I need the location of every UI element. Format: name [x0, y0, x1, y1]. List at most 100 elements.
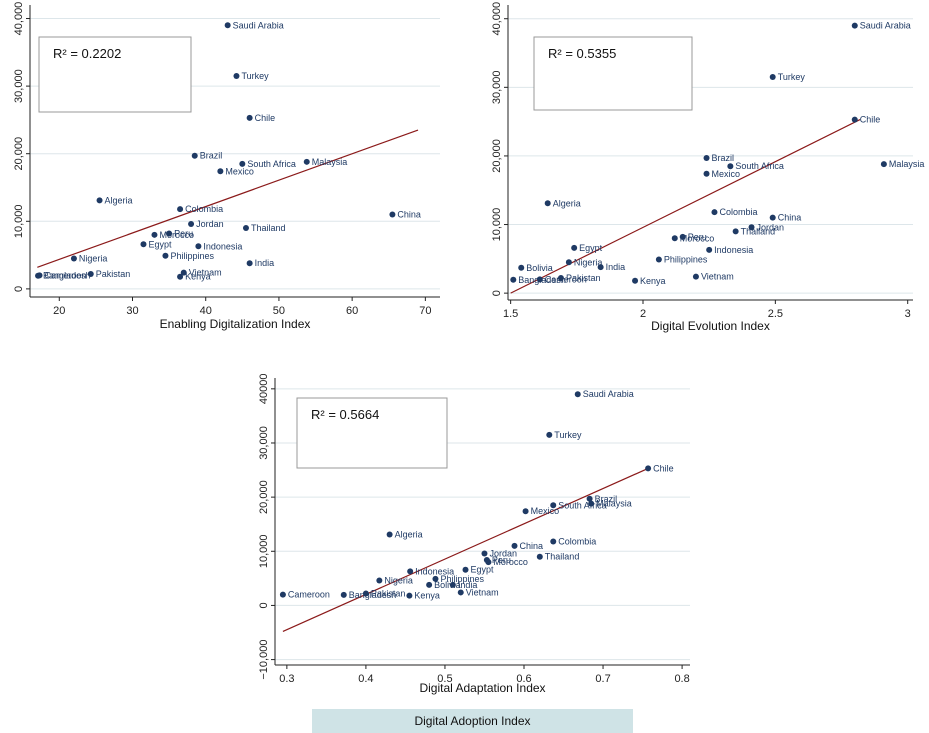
data-label: Bangladesh	[43, 271, 91, 281]
y-tick-label: 20,000	[491, 139, 503, 173]
data-label: Pakistan	[96, 269, 131, 279]
data-point	[645, 465, 652, 472]
data-label: Colombia	[558, 537, 596, 547]
data-label: China	[778, 213, 802, 223]
data-label: Pakistan	[371, 589, 406, 599]
data-label: Vietnam	[189, 268, 222, 278]
y-tick-label: 20,000	[258, 480, 270, 514]
data-label: Indonesia	[415, 566, 454, 576]
data-point	[96, 197, 103, 204]
data-label: Egypt	[471, 565, 495, 575]
data-point	[457, 589, 464, 596]
x-tick-label: 70	[419, 305, 431, 317]
data-point	[246, 114, 253, 121]
x-tick-label: 1.5	[503, 308, 518, 320]
data-point	[632, 277, 639, 284]
data-label: Algeria	[553, 198, 581, 208]
data-label: India	[458, 580, 478, 590]
data-label: Jordan	[196, 219, 224, 229]
data-point	[748, 224, 755, 231]
data-point	[362, 590, 369, 597]
data-label: South Africa	[558, 500, 607, 510]
data-point	[597, 264, 604, 271]
data-point	[481, 550, 488, 557]
data-label: Mexico	[225, 166, 254, 176]
data-point	[727, 163, 734, 170]
data-label: Peru	[688, 232, 707, 242]
data-label: Cameroon	[545, 274, 587, 284]
r2-box	[533, 36, 693, 111]
x-tick-label: 0.3	[279, 673, 294, 685]
data-label: India	[255, 258, 275, 268]
r2-label: R² = 0.2202	[53, 46, 121, 61]
data-label: Algeria	[105, 195, 133, 205]
data-label: Chile	[653, 463, 674, 473]
data-label: Nigeria	[79, 253, 108, 263]
data-label: Bangladesh	[518, 275, 566, 285]
data-label: Chile	[860, 115, 881, 125]
data-point	[340, 591, 347, 598]
y-tick-label: 30,000	[491, 70, 503, 104]
data-label: Kenya	[185, 272, 211, 282]
data-label: China	[520, 541, 544, 551]
data-label: Jordan	[489, 548, 517, 558]
data-label: India	[606, 262, 626, 272]
data-label: Malaysia	[889, 159, 925, 169]
data-label: Indonesia	[203, 241, 242, 251]
y-tick-label: 10,000	[258, 534, 270, 568]
data-point	[522, 508, 529, 515]
data-label: Brazil	[200, 151, 223, 161]
data-point	[166, 230, 173, 237]
data-label: Morocco	[680, 233, 715, 243]
data-point	[217, 168, 224, 175]
data-label: Philippines	[664, 255, 708, 265]
y-tick-label: −10,000	[258, 640, 270, 680]
y-tick-label: 10,000	[491, 208, 503, 242]
data-point	[679, 233, 686, 240]
r2-box	[296, 397, 448, 469]
data-label: Saudi Arabia	[860, 21, 911, 31]
data-point	[485, 559, 492, 566]
data-point	[769, 74, 776, 81]
data-label: Nigeria	[574, 257, 603, 267]
data-point	[177, 206, 184, 213]
data-point	[851, 116, 858, 123]
data-point	[550, 538, 557, 545]
data-label: Cameroon	[288, 590, 330, 600]
x-tick-label: 60	[346, 305, 358, 317]
data-point	[557, 275, 564, 282]
data-label: Thailand	[251, 223, 286, 233]
data-point	[303, 158, 310, 165]
data-point	[550, 502, 557, 509]
data-point	[706, 246, 713, 253]
fit-line	[282, 467, 649, 632]
data-point	[692, 273, 699, 280]
data-point	[195, 243, 202, 250]
data-point	[239, 160, 246, 167]
data-point	[655, 256, 662, 263]
data-point	[462, 566, 469, 573]
x-tick-label: 0.4	[358, 673, 373, 685]
chart-panel-3: −10,000 0 10,000 20,000 30,000 40000 0.3 0.4 0.5…	[258, 374, 690, 695]
data-label: Thailand	[545, 552, 580, 562]
data-point	[703, 154, 710, 161]
data-point	[574, 391, 581, 398]
y-tick-label: 0	[13, 286, 25, 292]
data-label: Egypt	[148, 239, 172, 249]
data-point	[70, 255, 77, 262]
data-point	[87, 271, 94, 278]
chart-panel-2: 0 10,000 20,000 30,000 40,000 1.5 2 2.5 3 Digital…	[491, 2, 924, 333]
y-tick-label: 10,000	[13, 204, 25, 238]
data-point	[565, 259, 572, 266]
chart-panel-1: 0 10,000 20,000 30,000 40,000 20 30 40 50 60 70 Ena…	[13, 2, 440, 331]
data-label: Saudi Arabia	[583, 389, 634, 399]
data-label: Morocco	[159, 230, 194, 240]
caption-text: Digital Adoption Index	[414, 714, 531, 728]
data-label: Nigeria	[384, 576, 413, 586]
data-label: Saudi Arabia	[233, 20, 284, 30]
fit-line	[37, 129, 419, 268]
data-label: Bangladesh	[349, 590, 397, 600]
data-label: Peru	[174, 228, 193, 238]
x-tick-label: 0.7	[595, 673, 610, 685]
